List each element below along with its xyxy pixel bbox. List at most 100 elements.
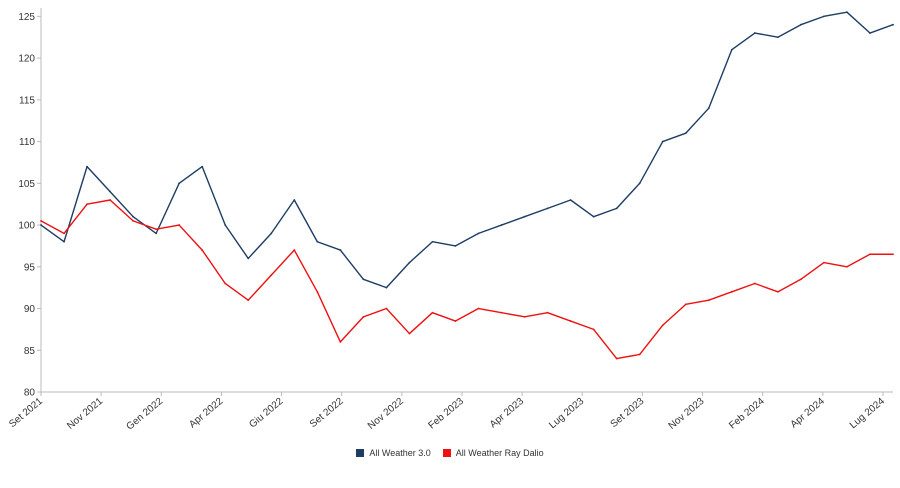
data-point: [293, 199, 296, 201]
data-point: [316, 240, 319, 243]
data-point: [224, 224, 227, 226]
x-tick-label: Nov 2023: [667, 396, 707, 432]
data-point: [546, 311, 549, 314]
data-point: [477, 307, 480, 310]
x-tick-label: Nov 2022: [366, 396, 406, 432]
data-point: [799, 278, 802, 281]
data-point: [431, 311, 434, 314]
data-point: [523, 215, 526, 218]
data-point: [201, 249, 204, 251]
data-point: [661, 324, 664, 327]
data-point: [523, 315, 526, 318]
data-point: [592, 215, 595, 218]
y-tick-label: 110: [19, 137, 35, 148]
data-point: [892, 253, 894, 256]
data-point: [339, 341, 342, 343]
data-point: [684, 303, 687, 306]
y-tick-label: 90: [24, 304, 36, 315]
data-point: [592, 328, 595, 331]
legend-item-all-weather-ray-dalio[interactable]: All Weather Ray Dalio: [442, 448, 544, 458]
data-point: [86, 203, 88, 206]
legend-label-all-weather-ray-dalio: All Weather Ray Dalio: [455, 448, 544, 458]
y-tick-label: 120: [18, 54, 35, 65]
y-tick-label: 115: [19, 95, 35, 106]
data-point: [638, 182, 641, 185]
x-tick-label: Feb 2024: [727, 396, 767, 432]
x-tick-label: Feb 2023: [426, 396, 466, 432]
data-point: [638, 353, 641, 356]
data-point: [63, 232, 65, 235]
data-point: [270, 232, 273, 235]
data-point: [753, 282, 756, 285]
data-point: [823, 15, 825, 18]
data-point: [454, 320, 457, 322]
data-point: [684, 132, 687, 135]
series-0: [40, 11, 894, 289]
data-point: [63, 240, 65, 243]
data-point: [569, 199, 572, 201]
data-point: [385, 307, 388, 310]
y-tick-label: 95: [24, 262, 36, 273]
data-point: [707, 299, 710, 302]
data-point: [615, 357, 618, 360]
data-point: [546, 207, 549, 210]
data-point: [40, 219, 42, 222]
legend: All Weather 3.0 All Weather Ray Dalio: [0, 448, 900, 458]
data-point: [823, 261, 825, 264]
legend-label-all-weather-3: All Weather 3.0: [369, 448, 431, 458]
data-point: [454, 245, 457, 247]
y-tick-label: 105: [18, 179, 35, 190]
series-1: [40, 199, 894, 360]
series-line-1: [40, 199, 893, 360]
data-point: [569, 320, 572, 322]
data-point: [500, 311, 503, 314]
x-tick-label: Apr 2024: [789, 396, 827, 431]
x-tick-label: Set 2021: [7, 396, 45, 430]
data-point: [869, 253, 871, 256]
data-point: [615, 207, 618, 210]
series-layer: [40, 11, 894, 360]
data-point: [155, 232, 158, 235]
data-point: [270, 274, 273, 277]
data-point: [362, 315, 365, 318]
data-point: [132, 215, 135, 218]
data-point: [776, 290, 779, 293]
data-point: [408, 332, 411, 335]
y-tick-label: 80: [24, 388, 36, 399]
data-point: [776, 36, 779, 39]
data-point: [846, 11, 848, 14]
x-tick-label: Apr 2022: [187, 396, 225, 431]
x-tick-label: Lug 2023: [547, 396, 586, 432]
x-tick-label: Set 2023: [609, 396, 647, 430]
data-point: [730, 290, 733, 293]
data-point: [224, 282, 227, 285]
x-axis: Set 2021 Nov 2021 Gen 2022 Apr 2022 Giu 2022…: [7, 391, 893, 433]
legend-item-all-weather-3[interactable]: All Weather 3.0: [356, 448, 431, 458]
x-tick-label: Lug 2024: [848, 396, 887, 432]
data-point: [431, 240, 434, 243]
data-point: [799, 23, 802, 26]
data-point: [247, 299, 250, 302]
data-point: [707, 107, 710, 110]
data-point: [339, 249, 342, 251]
data-point: [40, 224, 42, 226]
series-line-0: [40, 11, 894, 289]
data-point: [86, 165, 88, 168]
data-point: [362, 278, 365, 281]
data-point: [316, 290, 319, 293]
data-point: [178, 182, 181, 185]
y-tick-label: 125: [18, 12, 35, 23]
data-point: [408, 261, 411, 264]
data-point: [892, 23, 894, 26]
legend-swatch-all-weather-3: [356, 449, 365, 457]
data-point: [201, 165, 204, 168]
data-point: [132, 219, 135, 222]
data-point: [730, 48, 733, 51]
data-point: [109, 199, 111, 201]
data-point: [247, 257, 250, 260]
data-point: [109, 190, 111, 193]
data-point: [869, 32, 871, 34]
data-point: [846, 265, 848, 268]
